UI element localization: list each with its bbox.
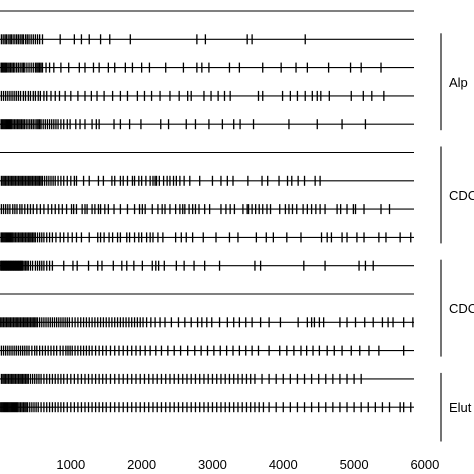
x-tick-label: 1000 [56,457,85,472]
x-tick-label: 2000 [127,457,156,472]
x-tick-label: 4000 [269,457,298,472]
x-tick-label: 6000 [410,457,439,472]
group-brackets-layer: Alp CDC CDC Elut [440,33,474,442]
group-label: CDC [449,301,474,316]
x-axis: 1000 2000 3000 4000 5000 6000 [56,457,439,472]
group-label: Elut [449,400,472,415]
group-label: CDC [449,188,474,203]
x-tick-label: 5000 [340,457,369,472]
events-layer [0,34,414,413]
x-tick-label: 3000 [198,457,227,472]
group-label: Alp [449,75,468,90]
